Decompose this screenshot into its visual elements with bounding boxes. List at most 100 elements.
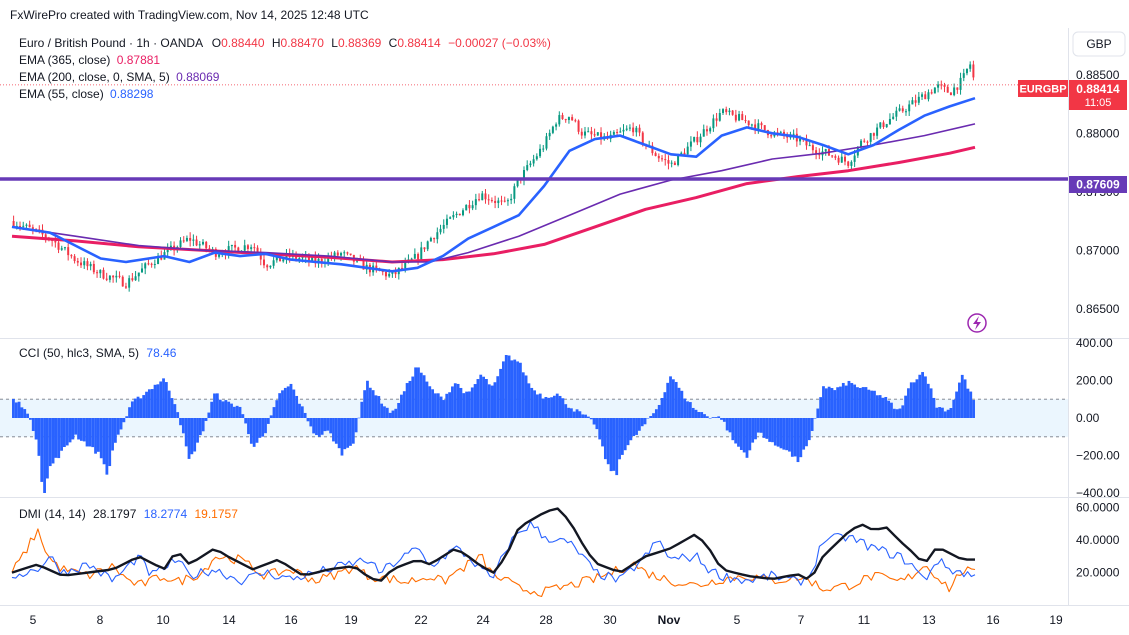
candle-body [949,92,952,96]
ema200-line [11,123,976,263]
time-tick-label: 24 [476,613,490,627]
cci-bar [329,418,333,434]
candle-body [494,200,497,204]
cci-bar [541,398,545,418]
time-tick-label: 22 [414,613,428,627]
cci-tick-label: −200.00 [1076,449,1120,463]
cci-bar [266,418,270,424]
candle-body [298,258,301,260]
cci-bar [533,390,536,418]
cci-bar [312,418,316,434]
symbol-tag: EURGBP [1018,80,1068,97]
cci-bar [807,418,811,441]
candle-body [763,125,766,131]
candle-body [179,240,182,247]
cci-legend-label: CCI (50, hlc3, SMA, 5) [19,346,139,360]
cci-bar [125,416,129,418]
candle-body [269,265,272,268]
cci-bar [510,360,514,418]
time-tick-label: 16 [284,613,298,627]
candle-body [70,255,73,257]
cci-bar [54,418,58,458]
cci-bar [31,418,35,432]
candle-body [673,162,676,166]
cci-bar [162,378,165,418]
cci-bar [85,418,89,447]
cci-bar [388,412,392,418]
adx-line [11,507,975,582]
candle-body [625,128,628,130]
candle-body [757,123,760,130]
cci-pane[interactable] [0,355,1068,494]
candle-body [384,271,387,277]
cci-bar [881,397,885,418]
legend-symbol: Euro / British Pound · 1h · OANDA [19,36,203,50]
cci-bar [173,404,177,418]
cci-bar [363,390,367,418]
cci-bar [567,407,570,418]
cci-bar [660,397,664,418]
cci-bar [734,418,738,444]
time-tick-label: 8 [97,613,104,627]
candle-body [433,238,436,240]
time-tick-label: 5 [30,613,37,627]
candle-body [99,269,102,274]
cci-bar [538,393,542,418]
candle-body [882,122,885,128]
candle-body [391,272,394,274]
candle-body [962,73,965,78]
cci-bar [725,418,729,431]
cci-bar [751,418,755,443]
lightning-icon[interactable] [967,313,987,333]
cci-bar [91,418,95,448]
cci-bar [963,379,967,418]
candle-body [898,108,901,111]
cci-bar [150,389,154,418]
cci-bar [272,407,276,418]
dmi-pane[interactable] [11,507,976,598]
cci-legend[interactable]: CCI (50, hlc3, SMA, 5) 78.46 [19,346,177,360]
price-axis[interactable]: 0.885000.880000.875000.870000.86500400.0… [1076,68,1120,580]
candle-body [683,152,686,155]
price-tick-label: 0.87000 [1076,243,1120,257]
candle-body [969,64,972,69]
cci-bar [43,418,46,494]
candle-body [876,127,879,136]
candle-body [468,204,471,209]
dmi-legend[interactable]: DMI (14, 14) 28.1797 18.2774 19.1757 [19,507,238,521]
candle-body [831,155,834,157]
candle-body [420,247,423,260]
cci-bar [292,389,296,418]
cci-bar [688,402,692,418]
candle-body [417,253,420,260]
candle-body [102,269,105,279]
cci-bar [558,395,562,418]
cci-bar [677,387,681,418]
candle-body [262,259,265,266]
cci-bar [603,418,607,460]
candle-body [696,137,699,143]
cci-bar [929,388,933,418]
price-pane[interactable] [0,60,1068,292]
candle-body [105,278,108,280]
ema55-value: 0.88298 [110,87,154,101]
cci-bar [822,386,825,418]
candle-body [256,247,259,253]
main-legend[interactable]: Euro / British Pound · 1h · OANDA O0.884… [19,36,551,101]
cci-bar [261,418,265,437]
time-axis[interactable]: 5 8 10 14 16 19 22 24 28 30 Nov 5 7 11 13 16 19 [30,613,1063,627]
dmi-tick-label: 20.0000 [1076,566,1120,580]
cci-bar [417,367,420,418]
cci-bar [187,418,191,459]
price-tick-label: 0.88500 [1076,68,1120,82]
candle-body [811,145,814,151]
currency-button[interactable]: GBP [1072,31,1126,57]
candle-body [561,115,564,120]
cci-bar [252,418,256,447]
svg-text:EMA (200, close, 0, SMA, 5): EMA (200, close, 0, SMA, 5) 0.88069 [19,70,220,84]
candle-body [667,160,670,164]
candle-body [413,253,416,259]
cci-bar [320,418,324,435]
candle-body [680,152,683,155]
